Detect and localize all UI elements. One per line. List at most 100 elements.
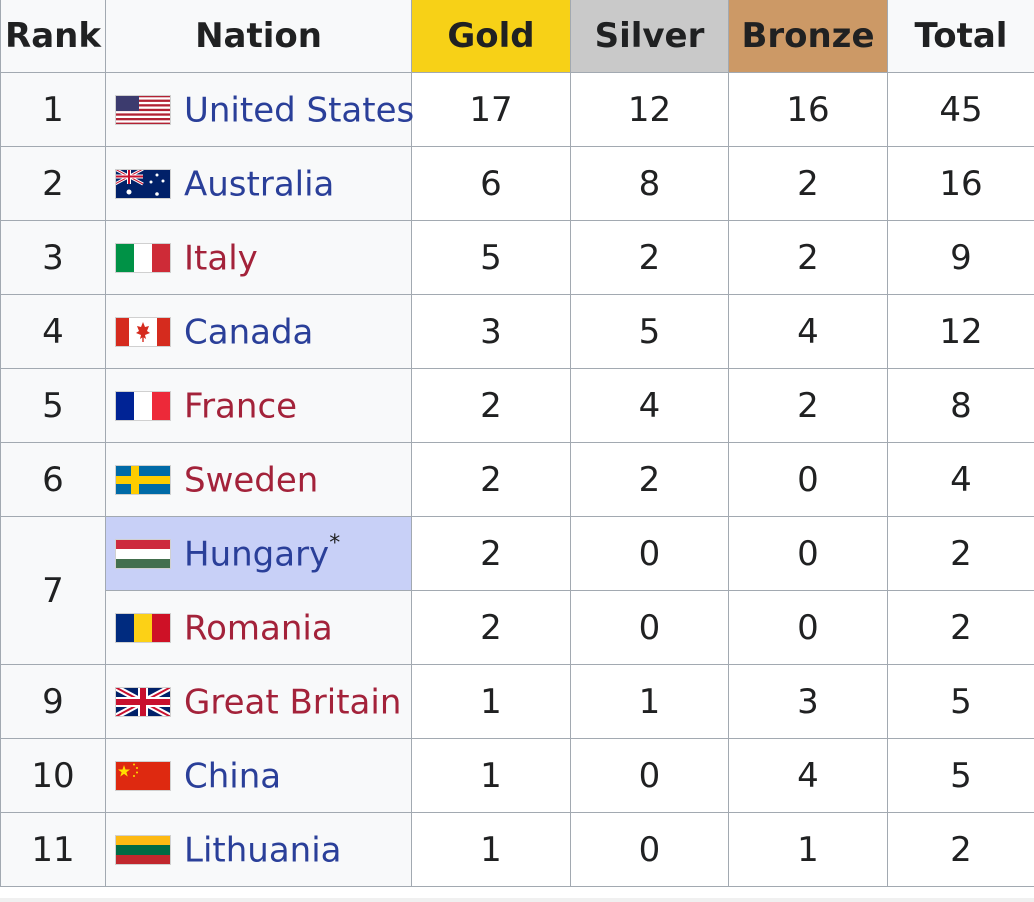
silver-cell: 0 bbox=[570, 516, 729, 591]
silver-cell: 5 bbox=[570, 294, 729, 369]
silver-cell: 0 bbox=[570, 590, 729, 665]
gold-cell: 2 bbox=[411, 442, 571, 517]
table-row: 10 China 1 0 4 5 bbox=[0, 738, 1034, 813]
nation-link[interactable]: United States bbox=[184, 90, 415, 131]
nation-cell: Lithuania bbox=[105, 812, 412, 887]
silver-cell: 2 bbox=[570, 220, 729, 295]
gold-cell: 6 bbox=[411, 146, 571, 221]
nation-link[interactable]: France bbox=[184, 386, 298, 427]
header-silver[interactable]: Silver bbox=[570, 0, 729, 73]
header-gold[interactable]: Gold bbox=[411, 0, 571, 73]
rank-cell: 10 bbox=[0, 738, 106, 813]
bronze-cell: 2 bbox=[728, 146, 888, 221]
nation-link[interactable]: Italy bbox=[184, 238, 258, 279]
bronze-cell: 1 bbox=[728, 812, 888, 887]
rank-cell: 4 bbox=[0, 294, 106, 369]
silver-cell: 4 bbox=[570, 368, 729, 443]
nation-cell: Canada bbox=[105, 294, 412, 369]
nation-cell: Italy bbox=[105, 220, 412, 295]
rank-cell: 2 bbox=[0, 146, 106, 221]
host-marker: * bbox=[329, 530, 341, 556]
rank-cell: 6 bbox=[0, 442, 106, 517]
gold-cell: 2 bbox=[411, 368, 571, 443]
table-row: 6 Sweden 2 2 0 4 bbox=[0, 442, 1034, 517]
table-row: Romania 2 0 0 2 bbox=[1, 590, 1034, 665]
next-row-edge bbox=[0, 898, 1034, 902]
table-row: 7 Hungary* 2 0 0 2 bbox=[0, 516, 1034, 665]
flag-china-icon bbox=[115, 761, 171, 792]
header-nation[interactable]: Nation bbox=[105, 0, 412, 73]
gold-cell: 5 bbox=[411, 220, 571, 295]
gold-cell: 2 bbox=[411, 590, 571, 665]
gold-cell: 2 bbox=[411, 516, 571, 591]
gold-cell: 1 bbox=[411, 664, 571, 739]
nation-cell: China bbox=[105, 738, 412, 813]
total-cell: 8 bbox=[887, 368, 1034, 443]
nation-cell: Romania bbox=[105, 590, 412, 665]
nation-cell: Great Britain bbox=[105, 664, 412, 739]
table-row: 5 France 2 4 2 8 bbox=[0, 368, 1034, 443]
nation-link[interactable]: China bbox=[184, 756, 282, 797]
silver-cell: 0 bbox=[570, 738, 729, 813]
silver-cell: 2 bbox=[570, 442, 729, 517]
nation-cell: France bbox=[105, 368, 412, 443]
bronze-cell: 4 bbox=[728, 738, 888, 813]
total-cell: 2 bbox=[887, 812, 1034, 887]
flag-lithuania-icon bbox=[115, 835, 171, 866]
total-cell: 9 bbox=[887, 220, 1034, 295]
silver-cell: 8 bbox=[570, 146, 729, 221]
nation-cell: United States bbox=[105, 72, 415, 147]
silver-cell: 0 bbox=[570, 812, 729, 887]
bronze-cell: 16 bbox=[728, 72, 888, 147]
nation-link[interactable]: Hungary bbox=[184, 534, 330, 575]
nation-link[interactable]: Canada bbox=[184, 312, 314, 353]
total-cell: 2 bbox=[887, 516, 1034, 591]
rank-cell: 5 bbox=[0, 368, 106, 443]
total-cell: 45 bbox=[887, 72, 1034, 147]
bronze-cell: 4 bbox=[728, 294, 888, 369]
flag-great-britain-icon bbox=[115, 687, 171, 718]
total-cell: 4 bbox=[887, 442, 1034, 517]
bronze-cell: 0 bbox=[728, 590, 888, 665]
table-row: 1 United States 17 12 16 45 bbox=[0, 72, 1034, 147]
total-cell: 12 bbox=[887, 294, 1034, 369]
flag-usa-icon bbox=[115, 95, 171, 126]
silver-cell: 12 bbox=[570, 72, 729, 147]
bronze-cell: 0 bbox=[728, 442, 888, 517]
gold-cell: 1 bbox=[411, 812, 571, 887]
bronze-cell: 2 bbox=[728, 220, 888, 295]
nation-link[interactable]: Lithuania bbox=[184, 830, 342, 871]
nation-cell: Australia bbox=[105, 146, 412, 221]
table-row: 3 Italy 5 2 2 9 bbox=[0, 220, 1034, 295]
flag-romania-icon bbox=[115, 613, 171, 644]
total-cell: 16 bbox=[887, 146, 1034, 221]
rank-cell: 11 bbox=[0, 812, 106, 887]
rank-cell: 9 bbox=[0, 664, 106, 739]
table-row: 2 Australia 6 8 2 1 bbox=[0, 146, 1034, 221]
bronze-cell: 3 bbox=[728, 664, 888, 739]
gold-cell: 1 bbox=[411, 738, 571, 813]
flag-hungary-icon bbox=[115, 539, 171, 570]
flag-canada-icon bbox=[115, 317, 171, 348]
bronze-cell: 0 bbox=[728, 516, 888, 591]
silver-cell: 1 bbox=[570, 664, 729, 739]
header-bronze[interactable]: Bronze bbox=[728, 0, 888, 73]
nation-link[interactable]: Sweden bbox=[184, 460, 319, 501]
total-cell: 2 bbox=[887, 590, 1034, 665]
header-rank[interactable]: Rank bbox=[0, 0, 106, 73]
total-cell: 5 bbox=[887, 738, 1034, 813]
total-cell: 5 bbox=[887, 664, 1034, 739]
table-row: 9 Great Britain 1 1 3 5 bbox=[0, 664, 1034, 739]
nation-link[interactable]: Romania bbox=[184, 608, 333, 649]
flag-italy-icon bbox=[115, 243, 171, 274]
header-total[interactable]: Total bbox=[887, 0, 1034, 73]
header-row: Rank Nation Gold Silver Bronze Total bbox=[0, 0, 1034, 73]
table-row: 4 Canada 3 5 4 12 bbox=[0, 294, 1034, 369]
table-row: 11 Lithuania 1 0 1 2 bbox=[0, 812, 1034, 887]
rank-cell: 7 bbox=[0, 516, 106, 665]
nation-link[interactable]: Australia bbox=[184, 164, 335, 205]
nation-link[interactable]: Great Britain bbox=[184, 682, 402, 723]
gold-cell: 3 bbox=[411, 294, 571, 369]
rank-cell: 1 bbox=[0, 72, 106, 147]
